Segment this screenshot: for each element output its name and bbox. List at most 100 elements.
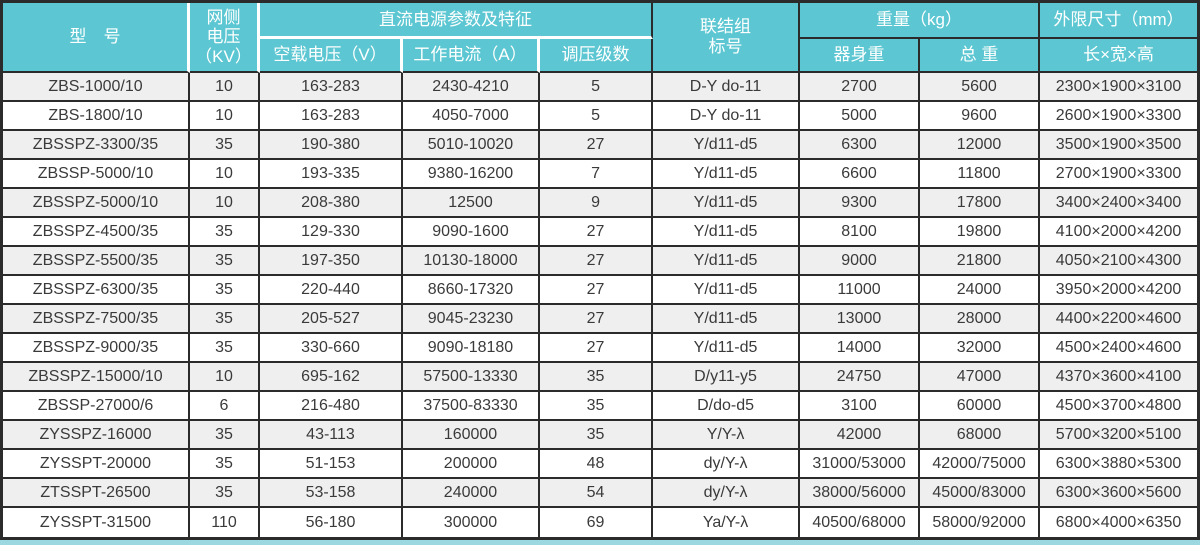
cell-no-load-voltage-v: 53-158 <box>260 479 403 508</box>
cell-working-current-a: 8660-17320 <box>403 276 540 305</box>
cell-working-current-a: 37500-83330 <box>403 392 540 421</box>
cell-no-load-voltage-v: 56-180 <box>260 508 403 537</box>
cell-body-weight-kg: 2700 <box>800 73 921 102</box>
cell-total-weight-kg: 21800 <box>920 247 1041 276</box>
cell-grid-voltage-kv: 35 <box>190 305 260 334</box>
header-no-load-voltage: 空载电压（V） <box>260 39 403 73</box>
cell-connection-group: dy/Y-λ <box>653 450 801 479</box>
cell-no-load-voltage-v: 163-283 <box>260 73 403 102</box>
table-row: ZBSSPZ-15000/10 10 695-162 57500-13330 35 D/y… <box>3 363 1197 392</box>
cell-model: ZBSSPZ-7500/35 <box>3 305 190 334</box>
cell-regulation-steps: 27 <box>540 305 654 334</box>
cell-working-current-a: 10130-18000 <box>403 247 540 276</box>
cell-no-load-voltage-v: 197-350 <box>260 247 403 276</box>
cell-regulation-steps: 69 <box>540 508 654 537</box>
cell-model: ZBSSPZ-5500/35 <box>3 247 190 276</box>
cell-no-load-voltage-v: 330-660 <box>260 334 403 363</box>
spec-table: 型 号 网侧 电压 （KV） 直流电源参数及特征 联结组 标号 重量（kg） 外… <box>3 3 1197 537</box>
cell-regulation-steps: 35 <box>540 421 654 450</box>
cell-working-current-a: 57500-13330 <box>403 363 540 392</box>
cell-grid-voltage-kv: 10 <box>190 189 260 218</box>
header-connection-group: 联结组 标号 <box>653 3 801 73</box>
cell-body-weight-kg: 40500/68000 <box>800 508 921 537</box>
cell-regulation-steps: 7 <box>540 160 654 189</box>
cell-dimensions-mm: 3400×2400×3400 <box>1040 189 1197 218</box>
cell-total-weight-kg: 5600 <box>920 73 1041 102</box>
cell-model: ZBSSPZ-4500/35 <box>3 218 190 247</box>
table-row: ZBSSPZ-6300/35 35 220-440 8660-17320 27 Y/d11… <box>3 276 1197 305</box>
cell-regulation-steps: 27 <box>540 218 654 247</box>
cell-grid-voltage-kv: 35 <box>190 131 260 160</box>
table-row: ZYSSPT-20000 35 51-153 200000 48 dy/Y-λ 31000/… <box>3 450 1197 479</box>
cell-regulation-steps: 27 <box>540 131 654 160</box>
cell-total-weight-kg: 11800 <box>920 160 1041 189</box>
cell-body-weight-kg: 3100 <box>800 392 921 421</box>
cell-dimensions-mm: 6300×3880×5300 <box>1040 450 1197 479</box>
cell-grid-voltage-kv: 35 <box>190 421 260 450</box>
cell-dimensions-mm: 2700×1900×3300 <box>1040 160 1197 189</box>
cell-model: ZBSSP-27000/6 <box>3 392 190 421</box>
cell-regulation-steps: 5 <box>540 73 654 102</box>
cell-grid-voltage-kv: 6 <box>190 392 260 421</box>
cell-total-weight-kg: 12000 <box>920 131 1041 160</box>
table-row: ZTSSPT-26500 35 53-158 240000 54 dy/Y-λ 38000/… <box>3 479 1197 508</box>
header-dimensions: 长×宽×高 <box>1040 39 1197 73</box>
table-row: ZBS-1800/10 10 163-283 4050-7000 5 D-Y do-11 5… <box>3 102 1197 131</box>
cell-connection-group: D/y11-y5 <box>653 363 801 392</box>
header-row-top: 型 号 网侧 电压 （KV） 直流电源参数及特征 联结组 标号 重量（kg） 外… <box>3 3 1197 73</box>
cell-dimensions-mm: 6800×4000×6350 <box>1040 508 1197 537</box>
cell-working-current-a: 12500 <box>403 189 540 218</box>
cell-regulation-steps: 35 <box>540 392 654 421</box>
cell-body-weight-kg: 13000 <box>800 305 921 334</box>
header-regulation-steps: 调压级数 <box>540 39 654 73</box>
table-row: ZBSSPZ-5000/10 10 208-380 12500 9 Y/d11-d5 930… <box>3 189 1197 218</box>
cell-body-weight-kg: 8100 <box>800 218 921 247</box>
cell-grid-voltage-kv: 35 <box>190 218 260 247</box>
cell-dimensions-mm: 4400×2200×4600 <box>1040 305 1197 334</box>
cell-working-current-a: 2430-4210 <box>403 73 540 102</box>
cell-dimensions-mm: 3950×2000×4200 <box>1040 276 1197 305</box>
header-grid-voltage: 网侧 电压 （KV） <box>190 3 260 73</box>
header-dimensions-group: 外限尺寸（mm） <box>1040 3 1197 39</box>
cell-regulation-steps: 5 <box>540 102 654 131</box>
cell-total-weight-kg: 28000 <box>920 305 1041 334</box>
cell-dimensions-mm: 2300×1900×3100 <box>1040 73 1197 102</box>
cell-model: ZBSSPZ-6300/35 <box>3 276 190 305</box>
cell-dimensions-mm: 4050×2100×4300 <box>1040 247 1197 276</box>
cell-regulation-steps: 35 <box>540 363 654 392</box>
cell-grid-voltage-kv: 10 <box>190 363 260 392</box>
cell-no-load-voltage-v: 205-527 <box>260 305 403 334</box>
cell-connection-group: D-Y do-11 <box>653 102 801 131</box>
header-body-weight: 器身重 <box>800 39 921 73</box>
cell-working-current-a: 4050-7000 <box>403 102 540 131</box>
table-row: ZBSSP-5000/10 10 193-335 9380-16200 7 Y/d11-d… <box>3 160 1197 189</box>
cell-total-weight-kg: 9600 <box>920 102 1041 131</box>
cell-no-load-voltage-v: 43-113 <box>260 421 403 450</box>
cell-no-load-voltage-v: 695-162 <box>260 363 403 392</box>
cell-model: ZTSSPT-26500 <box>3 479 190 508</box>
cell-connection-group: Y/Y-λ <box>653 421 801 450</box>
table-body: ZBS-1000/10 10 163-283 2430-4210 5 D-Y do-11 2… <box>3 73 1197 537</box>
cell-grid-voltage-kv: 35 <box>190 247 260 276</box>
cell-body-weight-kg: 6300 <box>800 131 921 160</box>
table-row: ZBSSPZ-5500/35 35 197-350 10130-18000 27 Y/d1… <box>3 247 1197 276</box>
cell-no-load-voltage-v: 190-380 <box>260 131 403 160</box>
cell-model: ZBSSPZ-3300/35 <box>3 131 190 160</box>
cell-connection-group: Ya/Y-λ <box>653 508 801 537</box>
cell-grid-voltage-kv: 10 <box>190 160 260 189</box>
cell-total-weight-kg: 19800 <box>920 218 1041 247</box>
table-row: ZYSSPZ-16000 35 43-113 160000 35 Y/Y-λ 42000 68… <box>3 421 1197 450</box>
cell-body-weight-kg: 24750 <box>800 363 921 392</box>
table-row: ZBSSPZ-7500/35 35 205-527 9045-23230 27 Y/d11… <box>3 305 1197 334</box>
cell-dimensions-mm: 5700×3200×5100 <box>1040 421 1197 450</box>
cell-grid-voltage-kv: 110 <box>190 508 260 537</box>
cell-grid-voltage-kv: 10 <box>190 102 260 131</box>
cell-model: ZYSSPT-31500 <box>3 508 190 537</box>
cell-model: ZBSSP-5000/10 <box>3 160 190 189</box>
cell-regulation-steps: 27 <box>540 334 654 363</box>
cell-body-weight-kg: 38000/56000 <box>800 479 921 508</box>
cell-grid-voltage-kv: 35 <box>190 479 260 508</box>
cell-dimensions-mm: 6300×3600×5600 <box>1040 479 1197 508</box>
cell-body-weight-kg: 31000/53000 <box>800 450 921 479</box>
cell-total-weight-kg: 68000 <box>920 421 1041 450</box>
